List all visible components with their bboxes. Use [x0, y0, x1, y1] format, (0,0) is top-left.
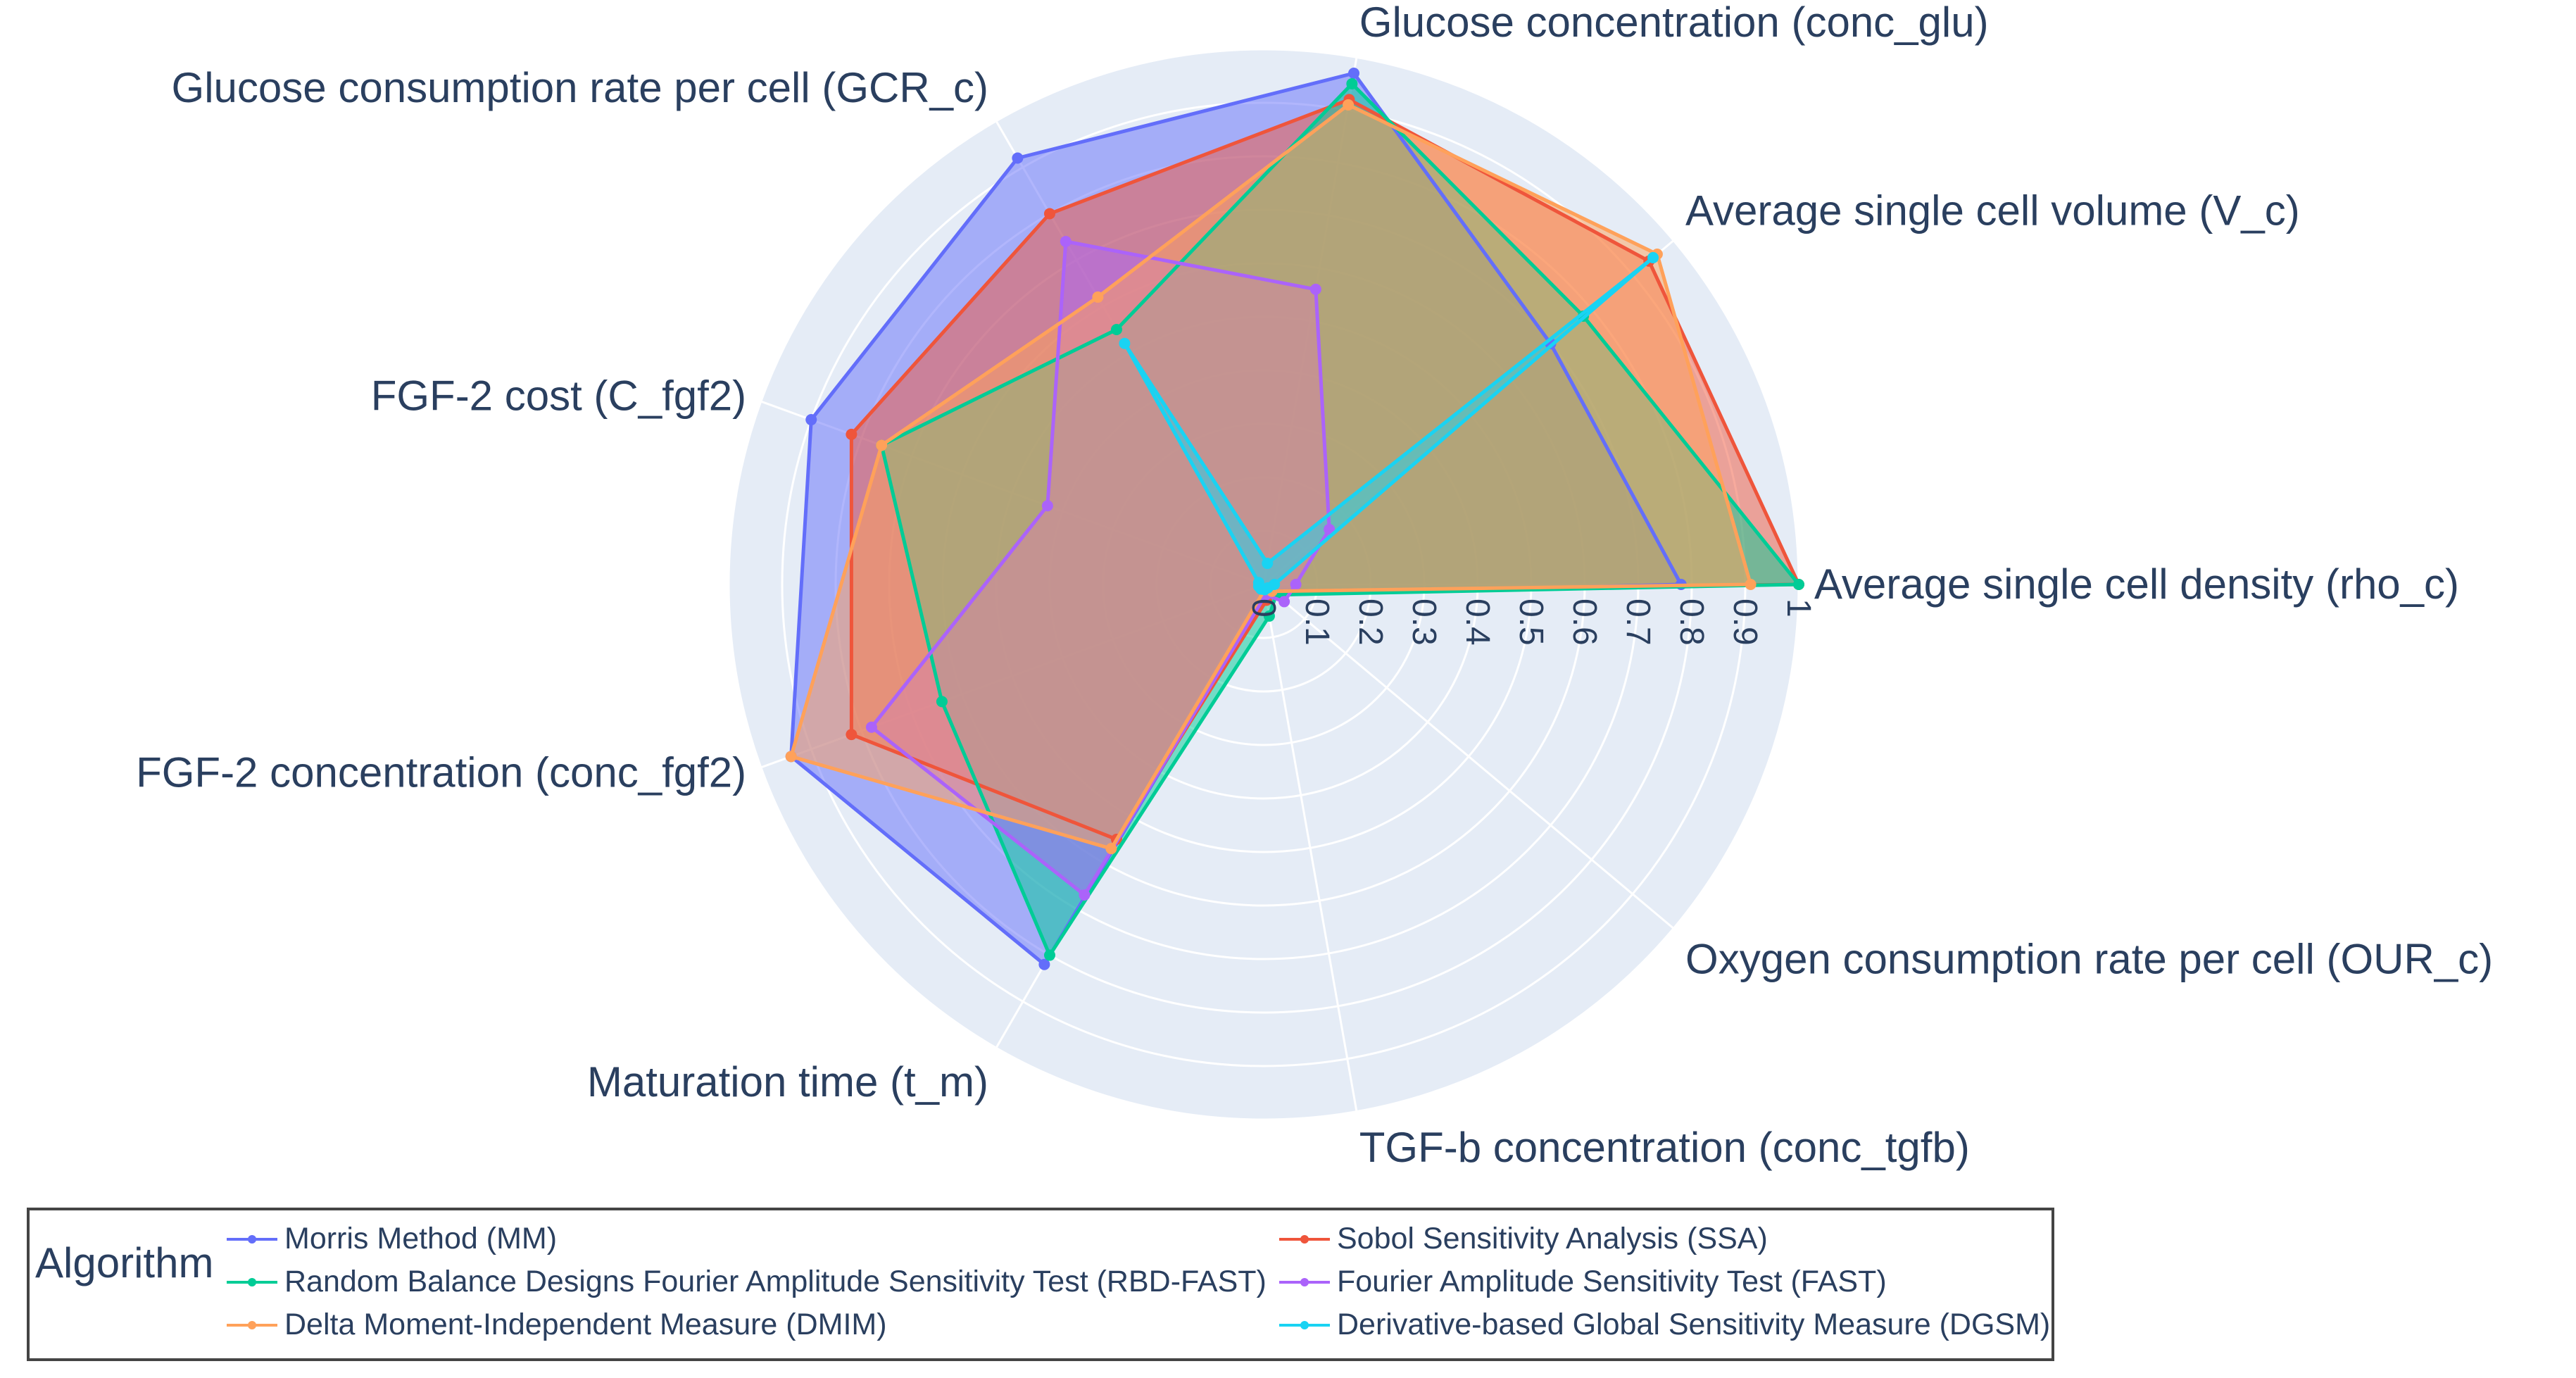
angular-axis-labels: Average single cell density (rho_c) Avera…: [136, 0, 2493, 1171]
data-point-random-balance-designs-fourier-amplitude-sensitivity-test-rbd-fast-0: [1793, 579, 1804, 590]
angular-axis-label: Oxygen consumption rate per cell (OUR_c): [1685, 936, 2493, 983]
radial-tick-label: 0.7: [1619, 599, 1657, 646]
legend-item-dmim[interactable]: Delta Moment-Independent Measure (DMIM): [227, 1308, 887, 1342]
legend-label: Fourier Amplitude Sensitivity Test (FAST…: [1337, 1265, 1887, 1298]
data-point-delta-moment-independent-measure-dmim-5: [785, 751, 797, 763]
angular-axis-label: Average single cell density (rho_c): [1814, 560, 2459, 608]
radial-tick-label: 0.4: [1459, 599, 1496, 646]
data-point-derivative-based-global-sensitivity-measure-dgsm-2: [1262, 558, 1274, 570]
angular-axis-label: FGF-2 cost (C_fgf2): [371, 372, 746, 420]
angular-axis-label: Glucose concentration (conc_glu): [1359, 0, 1989, 46]
data-point-morris-method-mm-4: [805, 414, 817, 426]
legend-item-fast[interactable]: Fourier Amplitude Sensitivity Test (FAST…: [1279, 1265, 1887, 1299]
data-point-random-balance-designs-fourier-amplitude-sensitivity-test-rbd-fast-3: [1111, 324, 1122, 336]
legend-item-ssa[interactable]: Sobol Sensitivity Analysis (SSA): [1279, 1222, 1768, 1256]
data-point-fourier-amplitude-sensitivity-test-fast-8: [1278, 596, 1290, 608]
legend-swatch-icon: [227, 1232, 277, 1246]
radial-tick-label: 0.6: [1566, 599, 1603, 646]
data-point-fourier-amplitude-sensitivity-test-fast-5: [865, 721, 877, 733]
data-point-random-balance-designs-fourier-amplitude-sensitivity-test-rbd-fast-5: [936, 696, 948, 708]
data-point-derivative-based-global-sensitivity-measure-dgsm-8: [1262, 582, 1274, 594]
angular-axis-label: Maturation time (t_m): [587, 1058, 988, 1105]
data-point-morris-method-mm-3: [1012, 152, 1024, 164]
legend-label: Random Balance Designs Fourier Amplitude…: [284, 1265, 1267, 1298]
angular-axis-label: Glucose consumption rate per cell (GCR_c…: [172, 64, 988, 111]
data-point-random-balance-designs-fourier-amplitude-sensitivity-test-rbd-fast-6: [1044, 949, 1055, 961]
series-line-random-balance-designs-fourier-amplitude-sensitivity-test-rbd-fast: [879, 82, 1801, 957]
radial-tick-label: 0.1: [1298, 599, 1336, 646]
legend-swatch-icon: [227, 1275, 277, 1289]
legend-label: Sobol Sensitivity Analysis (SSA): [1337, 1222, 1768, 1255]
angular-axis-label: Average single cell volume (V_c): [1685, 187, 2300, 234]
data-point-morris-method-mm-6: [1038, 958, 1050, 970]
data-point-fourier-amplitude-sensitivity-test-fast-0: [1290, 579, 1302, 590]
data-point-derivative-based-global-sensitivity-measure-dgsm-3: [1119, 337, 1131, 349]
data-point-fourier-amplitude-sensitivity-test-fast-1: [1324, 523, 1336, 535]
legend-label: Morris Method (MM): [284, 1222, 558, 1255]
radial-tick-label: 0.9: [1726, 599, 1764, 646]
data-point-fourier-amplitude-sensitivity-test-fast-2: [1309, 283, 1321, 295]
legend-item-dgsm[interactable]: Derivative-based Global Sensitivity Meas…: [1279, 1308, 2050, 1342]
legend-swatch-icon: [1279, 1318, 1330, 1332]
legend-item-mm[interactable]: Morris Method (MM): [227, 1222, 557, 1256]
radial-tick-label: 0.2: [1352, 599, 1389, 646]
radial-tick-label: 0: [1245, 599, 1282, 618]
data-point-delta-moment-independent-measure-dmim-6: [1105, 843, 1117, 855]
data-point-delta-moment-independent-measure-dmim-3: [1092, 291, 1104, 303]
angular-axis-label: TGF-b concentration (conc_tgfb): [1359, 1124, 1970, 1171]
grid-spoke: [1262, 584, 1358, 1112]
legend-label: Derivative-based Global Sensitivity Meas…: [1337, 1308, 2051, 1341]
data-point-delta-moment-independent-measure-dmim-0: [1745, 579, 1757, 590]
data-point-delta-moment-independent-measure-dmim-4: [876, 439, 888, 451]
legend: Algorithm Morris Method (MM) Sobol Sensi…: [27, 1208, 2054, 1361]
legend-item-rbd-fast[interactable]: Random Balance Designs Fourier Amplitude…: [227, 1265, 1267, 1299]
data-point-sobol-sensitivity-analysis-ssa-3: [1044, 208, 1055, 220]
data-point-morris-method-mm-2: [1348, 67, 1360, 79]
legend-swatch-icon: [1279, 1232, 1330, 1246]
data-point-fourier-amplitude-sensitivity-test-fast-4: [1041, 500, 1053, 512]
data-point-fourier-amplitude-sensitivity-test-fast-6: [1079, 889, 1091, 901]
radial-tick-label: 1: [1780, 599, 1817, 618]
radial-tick-label: 0.3: [1405, 599, 1443, 646]
legend-label: Delta Moment-Independent Measure (DMIM): [284, 1308, 887, 1341]
radial-tick-label: 0.8: [1673, 599, 1710, 646]
data-point-fourier-amplitude-sensitivity-test-fast-3: [1060, 235, 1072, 247]
data-point-random-balance-designs-fourier-amplitude-sensitivity-test-rbd-fast-2: [1346, 77, 1358, 89]
grid-spoke: [1263, 583, 1675, 929]
data-point-random-balance-designs-fourier-amplitude-sensitivity-test-rbd-fast-7: [1263, 610, 1275, 622]
data-point-derivative-based-global-sensitivity-measure-dgsm-1: [1647, 251, 1659, 263]
series-layer: [785, 67, 1804, 970]
radial-tick-label: 0.5: [1512, 599, 1550, 646]
data-point-sobol-sensitivity-analysis-ssa-4: [846, 428, 857, 440]
angular-axis-label: FGF-2 concentration (conc_fgf2): [136, 748, 746, 796]
radial-tick-labels: 0 0.1 0.2 0.3 0.4 0.5 0.6 0.7 0.8 0.9 1: [1245, 599, 1817, 646]
data-point-sobol-sensitivity-analysis-ssa-5: [846, 729, 857, 741]
data-point-delta-moment-independent-measure-dmim-2: [1343, 99, 1355, 111]
legend-swatch-icon: [1279, 1275, 1330, 1289]
legend-title: Algorithm: [35, 1239, 214, 1286]
series-line-fourier-amplitude-sensitivity-test-fast: [869, 239, 1331, 897]
legend-swatch-icon: [227, 1318, 277, 1332]
